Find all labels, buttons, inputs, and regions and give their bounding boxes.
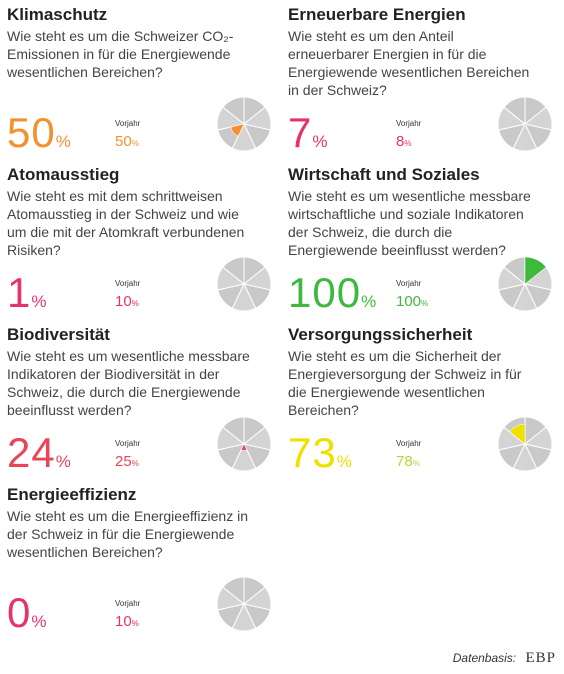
value-number: 100: [288, 269, 362, 316]
value-sector: [524, 256, 547, 285]
value-unit: %: [31, 612, 48, 631]
value-unit: %: [55, 452, 72, 471]
prev-number: 8: [396, 133, 405, 150]
value-unit: %: [312, 132, 329, 151]
logo: EBP: [525, 650, 556, 666]
value: 1%: [7, 271, 47, 324]
rose-chart: [216, 96, 272, 152]
panel-title: Biodiversität: [7, 325, 110, 344]
rose-chart: [216, 416, 272, 472]
question: Wie steht es um wesentliche messbare Ind…: [7, 348, 250, 418]
rose-chart: [497, 256, 553, 312]
value-number: 0: [7, 589, 32, 636]
panel: Energieeffizienz Wie steht es um die Ener…: [7, 483, 277, 643]
panel-title: Versorgungssicherheit: [288, 325, 473, 344]
panel: Versorgungssicherheit Wie steht es um die…: [288, 323, 558, 483]
value: 50%: [7, 111, 72, 164]
panel: Atomausstieg Wie steht es mit dem schritt…: [7, 163, 277, 323]
prev-number: 100: [396, 293, 422, 310]
panel-title: Klimaschutz: [7, 5, 108, 24]
value-number: 24: [7, 429, 56, 476]
question: Wie steht es um wesentliche messbare wir…: [288, 188, 531, 258]
prev-label: Vorjahr: [396, 439, 422, 448]
value-number: 7: [288, 109, 313, 156]
prev-value: 10%: [115, 293, 139, 310]
source-label: Datenbasis:: [452, 651, 517, 665]
value-unit: %: [55, 132, 72, 151]
prev-label: Vorjahr: [115, 119, 141, 128]
prev-label: Vorjahr: [396, 119, 422, 128]
value-number: 50: [7, 109, 56, 156]
prev-value: 25%: [115, 453, 139, 470]
prev-label: Vorjahr: [396, 279, 422, 288]
prev-unit: %: [131, 459, 139, 468]
value-sector: [524, 123, 528, 127]
prev-number: 10: [115, 613, 132, 630]
footer: Datenbasis: EBP: [453, 650, 556, 667]
background-sector: [222, 96, 245, 126]
panel-title: Erneuerbare Energien: [288, 5, 466, 24]
value: 100%: [288, 271, 377, 324]
panel-title: Energieeffizienz: [7, 485, 137, 504]
question: Wie steht es mit dem schrittweisen Atoma…: [7, 188, 245, 258]
question: Wie steht es um die Schweizer CO₂-Emissi…: [7, 28, 234, 80]
prev-label: Vorjahr: [115, 279, 141, 288]
prev-label: Vorjahr: [115, 439, 141, 448]
prev-number: 25: [115, 453, 132, 470]
value-unit: %: [336, 452, 353, 471]
value: 7%: [288, 111, 328, 164]
panel-title: Wirtschaft und Soziales: [288, 165, 480, 184]
prev-unit: %: [421, 299, 429, 308]
prev-number: 10: [115, 293, 132, 310]
question: Wie steht es um die Energieeffizienz in …: [7, 508, 248, 560]
background-sector: [222, 576, 245, 606]
value: 24%: [7, 431, 72, 484]
prev-value: 100%: [396, 293, 428, 310]
question: Wie steht es um den Anteil erneuerbarer …: [288, 28, 530, 98]
background-sector: [222, 256, 245, 286]
prev-value: 10%: [115, 613, 139, 630]
panel: Klimaschutz Wie steht es um die Schweizer…: [7, 3, 277, 163]
question: Wie steht es um die Sicherheit der Energ…: [288, 348, 522, 418]
prev-unit: %: [131, 619, 139, 628]
panel: Biodiversität Wie steht es um wesentliche…: [7, 323, 277, 483]
value-sector: [240, 443, 248, 451]
value-unit: %: [361, 292, 378, 311]
prev-unit: %: [131, 139, 139, 148]
value-number: 1: [7, 269, 32, 316]
rose-chart: [216, 576, 272, 632]
prev-number: 78: [396, 453, 413, 470]
rose-chart: [216, 256, 272, 312]
prev-number: 50: [115, 133, 132, 150]
background-sector: [503, 96, 526, 126]
rose-chart: [497, 416, 553, 472]
value: 73%: [288, 431, 353, 484]
value: 0%: [7, 591, 47, 644]
panel: Erneuerbare Energien Wie steht es um den …: [288, 3, 558, 163]
prev-unit: %: [131, 299, 139, 308]
value-sector: [509, 424, 526, 445]
prev-value: 78%: [396, 453, 420, 470]
value-sector: [230, 123, 245, 137]
prev-unit: %: [404, 139, 412, 148]
value-number: 73: [288, 429, 337, 476]
background-sector: [222, 416, 245, 446]
value-unit: %: [31, 292, 48, 311]
panel: Wirtschaft und Soziales Wie steht es um w…: [288, 163, 558, 323]
panel-title: Atomausstieg: [7, 165, 120, 184]
prev-unit: %: [412, 459, 420, 468]
prev-label: Vorjahr: [115, 599, 141, 608]
rose-chart: [497, 96, 553, 152]
prev-value: 50%: [115, 133, 139, 150]
prev-value: 8%: [396, 133, 411, 150]
